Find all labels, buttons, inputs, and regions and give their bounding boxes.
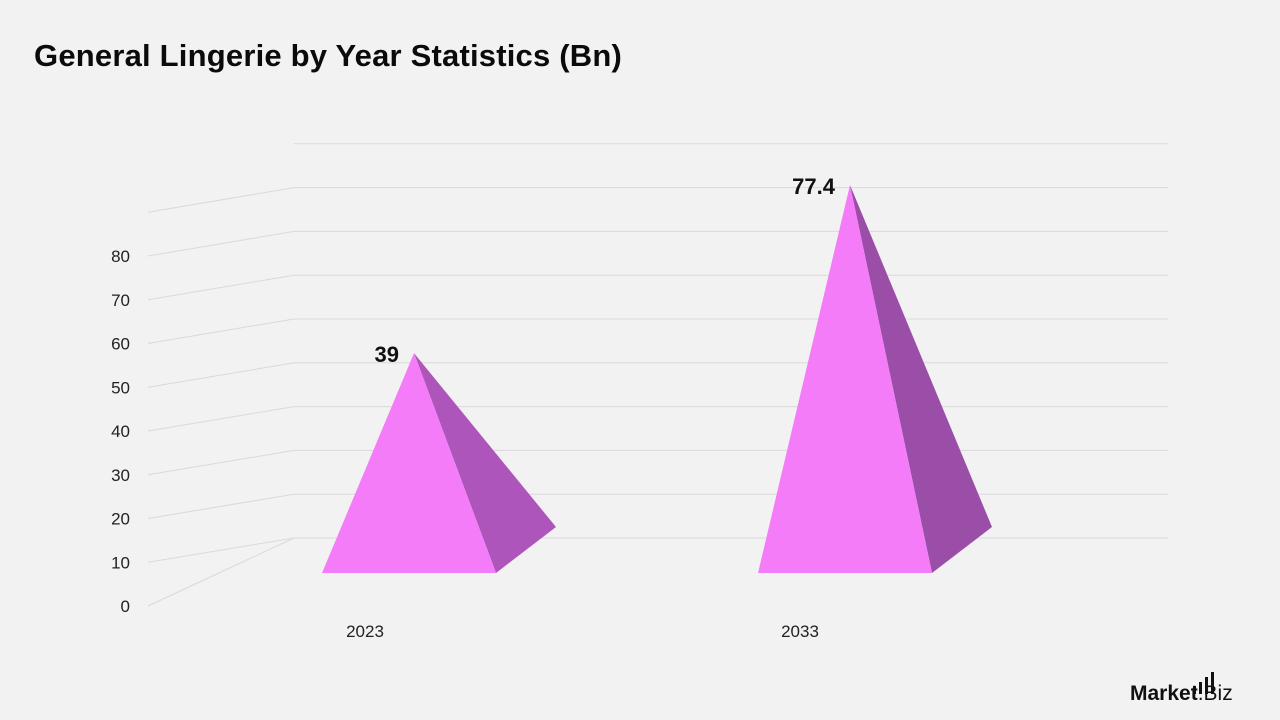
y-tick-label: 20	[111, 510, 130, 529]
pyramid-front-face	[758, 184, 932, 573]
gridline-depth	[147, 406, 295, 432]
x-category-label: 2023	[346, 622, 384, 641]
y-tick-label: 10	[111, 553, 130, 572]
brand-name: Market.Biz	[1130, 682, 1233, 705]
gridline-depth	[147, 493, 295, 519]
y-tick-label: 60	[111, 335, 130, 354]
gridline-depth	[147, 274, 295, 301]
gridline-depth	[147, 362, 295, 388]
y-axis-ticks: 0 10 20 30 40 50 60 70 80	[111, 247, 130, 616]
brand-logo: Market.Biz	[1130, 672, 1233, 705]
y-tick-label: 40	[111, 422, 130, 441]
y-tick-label: 50	[111, 378, 130, 397]
pyramid-side-face	[414, 353, 556, 573]
gridlines	[147, 143, 1168, 607]
gridline-depth	[147, 187, 295, 213]
pyramid-front-face	[322, 353, 496, 573]
gridline-depth	[147, 318, 295, 344]
x-axis-categories: 2023 2033	[346, 622, 819, 641]
gridline-depth	[147, 230, 295, 257]
pyramid-bar	[322, 353, 556, 573]
data-labels: 39 77.4	[375, 174, 836, 367]
chart-title: General Lingerie by Year Statistics (Bn)	[34, 38, 623, 73]
pyramid-side-face	[850, 184, 992, 573]
y-tick-label: 0	[121, 597, 130, 616]
gridline-depth	[147, 449, 295, 476]
data-label: 77.4	[792, 174, 836, 199]
x-category-label: 2033	[781, 622, 819, 641]
y-tick-label: 30	[111, 466, 130, 485]
pyramid-bar	[758, 184, 992, 573]
gridline-depth	[147, 537, 295, 563]
data-label: 39	[375, 342, 399, 367]
y-tick-label: 70	[111, 291, 130, 310]
gridline-depth	[147, 537, 295, 607]
y-tick-label: 80	[111, 247, 130, 266]
pyramid-bars	[322, 184, 992, 573]
